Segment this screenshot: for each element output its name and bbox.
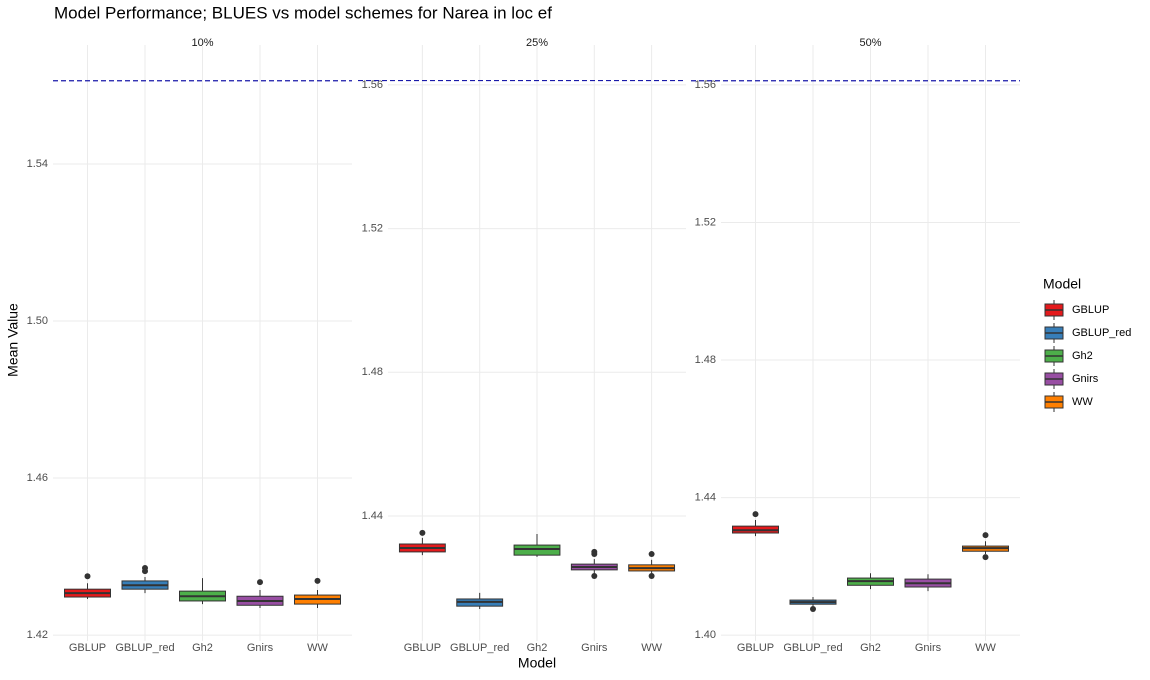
x-tick-label: WW	[641, 642, 662, 654]
y-tick-label: 1.46	[27, 472, 48, 484]
x-tick-label: GBLUP	[404, 642, 441, 654]
x-tick-label: GBLUP	[737, 642, 774, 654]
outlier	[142, 564, 148, 571]
x-tick-label: WW	[975, 642, 996, 654]
x-tick-label: GBLUP_red	[115, 642, 174, 654]
y-tick-label: 1.42	[27, 629, 48, 641]
outlier	[982, 554, 989, 561]
chart-title: Model Performance; BLUES vs model scheme…	[54, 3, 552, 22]
x-axis-label: Model	[518, 655, 556, 671]
outlier	[648, 572, 655, 579]
y-tick-label: 1.44	[695, 491, 716, 503]
outlier	[257, 579, 263, 586]
x-tick-label: GBLUP	[69, 642, 106, 654]
y-tick-label: 1.52	[362, 222, 383, 234]
outlier	[648, 551, 655, 558]
outlier	[591, 572, 598, 579]
x-tick-label: Gnirs	[247, 642, 274, 654]
outlier	[419, 529, 426, 536]
x-tick-label: GBLUP_red	[783, 642, 842, 654]
outlier	[810, 606, 816, 613]
x-tick-label: Gh2	[192, 642, 213, 654]
x-tick-label: GBLUP_red	[450, 642, 509, 654]
y-tick-label: 1.54	[27, 158, 48, 170]
x-tick-label: Gh2	[527, 642, 548, 654]
legend-title: Model	[1043, 276, 1081, 292]
legend-label: Gh2	[1072, 350, 1093, 362]
x-tick-label: Gh2	[860, 642, 881, 654]
outlier	[982, 532, 989, 539]
x-tick-label: Gnirs	[915, 642, 942, 654]
y-tick-label: 1.50	[27, 315, 48, 327]
facet-label: 10%	[191, 37, 213, 49]
y-tick-label: 1.52	[695, 216, 716, 228]
y-tick-label: 1.40	[695, 629, 716, 641]
legend-label: WW	[1072, 396, 1093, 408]
x-tick-label: WW	[307, 642, 328, 654]
outlier	[591, 551, 598, 558]
legend-label: GBLUP	[1072, 304, 1109, 316]
facet-label: 25%	[526, 37, 548, 49]
y-axis-label: Mean Value	[5, 303, 21, 377]
box	[513, 544, 561, 556]
legend-label: Gnirs	[1072, 373, 1099, 385]
legend-label: GBLUP_red	[1072, 327, 1131, 339]
outlier	[752, 511, 759, 518]
y-tick-label: 1.56	[362, 79, 383, 91]
y-tick-label: 1.48	[362, 366, 383, 378]
x-tick-label: Gnirs	[581, 642, 608, 654]
y-tick-label: 1.48	[695, 354, 716, 366]
outlier	[314, 577, 321, 584]
y-tick-label: 1.56	[695, 79, 716, 91]
y-tick-label: 1.44	[362, 510, 383, 522]
facet-label: 50%	[859, 37, 881, 49]
outlier	[84, 573, 91, 580]
